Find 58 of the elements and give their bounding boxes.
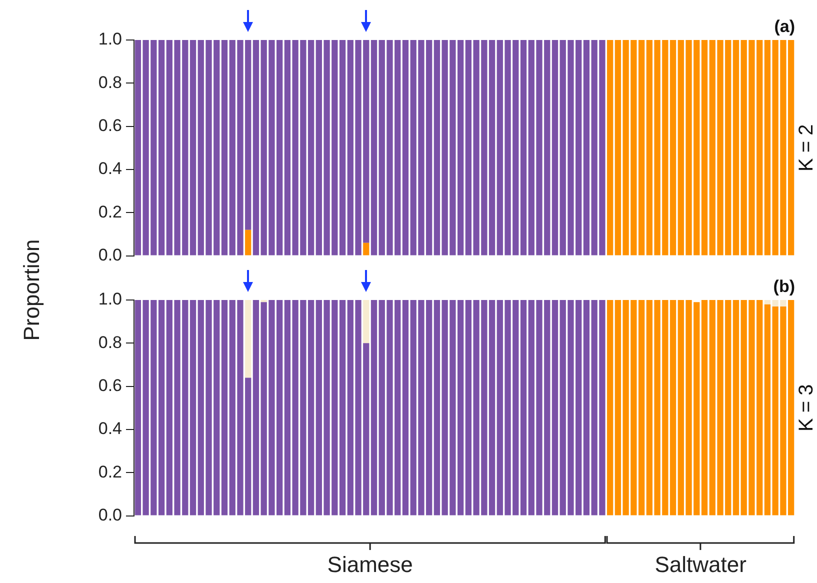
y-tick-label: 0.2 [98,462,122,482]
text: Siamese [327,552,413,578]
y-tick-label: 0.2 [98,202,122,222]
y2-axis-title: K = 2 [796,124,817,172]
bar [764,304,771,516]
bar [245,300,252,378]
bar [339,300,346,516]
text: Saltwater [654,552,746,578]
bar [363,242,370,256]
chart-title: (a) [774,17,795,36]
bar [363,300,370,344]
y-tick-label: 1.0 [98,290,122,309]
bar [339,40,346,256]
bar [488,40,496,256]
bar [252,300,260,516]
bar [607,300,614,516]
y-tick-label: 0.8 [98,72,122,92]
bar [252,40,260,256]
y-tick-label: 0.6 [98,116,122,136]
bar [158,300,165,516]
y-tick-label: 1.0 [98,30,122,49]
bar [520,40,527,256]
bar [552,300,558,516]
bar [402,40,409,256]
chart-title: (b) [773,277,795,296]
bar [370,300,378,516]
bar [732,300,740,516]
bar [520,300,527,516]
y-axis-title: Proportion [19,239,45,341]
bar [488,300,496,516]
bar [221,40,228,256]
bar [370,40,378,256]
bar [158,40,165,256]
y-tick-label: 0.8 [98,332,122,352]
y-tick-label: 0.4 [98,159,122,178]
bar [402,300,409,516]
bar [583,40,590,256]
bar [583,300,590,516]
bar [221,300,228,516]
y-tick-label: 0.4 [98,419,122,438]
y-tick-label: 0.0 [98,505,122,524]
bar [190,40,196,256]
y-tick-label: 0.0 [98,245,122,264]
bar [552,40,558,256]
bar [245,230,252,256]
y2-axis-title: K = 3 [796,384,817,432]
bar [764,300,771,304]
bar [434,300,440,516]
bar [670,40,676,256]
y-tick-label: 0.6 [98,376,122,396]
bar [190,300,196,516]
bar [607,40,614,256]
bar [732,40,740,256]
bar [434,40,440,256]
bar [701,300,708,516]
bar [764,40,771,256]
bar [701,40,708,256]
bar [670,300,676,516]
